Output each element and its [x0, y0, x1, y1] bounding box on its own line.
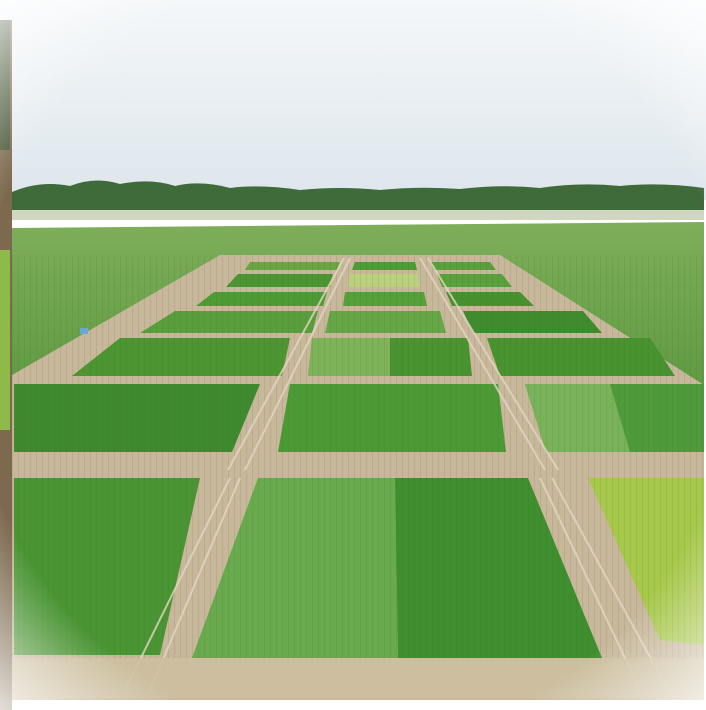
- field-trial-photo: [0, 0, 706, 710]
- vignette: [0, 0, 706, 710]
